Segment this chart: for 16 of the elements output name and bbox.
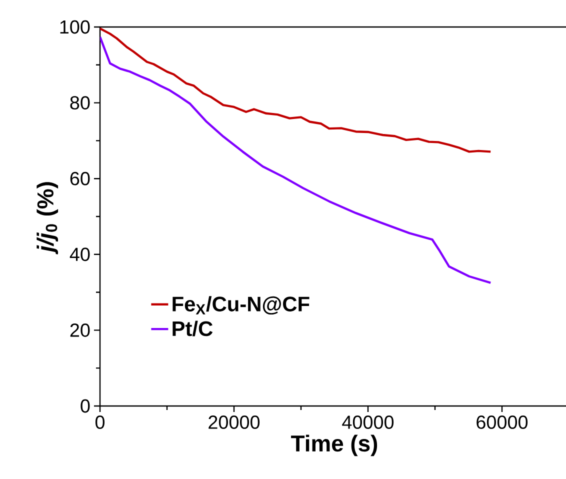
y-tick-label: 20 — [70, 323, 90, 337]
line-series — [100, 36, 492, 284]
x-axis-title: Time (s) — [291, 434, 378, 456]
x-tick-label: 0 — [95, 416, 105, 429]
x-tick-label: 60000 — [476, 416, 528, 429]
legend-label: Pt/C — [172, 320, 213, 336]
x-tick-label: 20000 — [208, 416, 260, 429]
y-tick-label: 80 — [70, 96, 90, 110]
y-tick-label: 60 — [70, 172, 90, 186]
legend-label: Fe$_{X}$/Cu-N@CF — [172, 296, 310, 315]
y-tick-label: 40 — [70, 248, 90, 262]
y-tick-label: 100 — [60, 20, 90, 34]
line-series — [100, 27, 492, 153]
y-axis-title: j/j$_{0}$ (%) — [36, 182, 58, 254]
x-tick-label: 40000 — [342, 416, 394, 429]
y-tick-label: 0 — [80, 399, 90, 413]
